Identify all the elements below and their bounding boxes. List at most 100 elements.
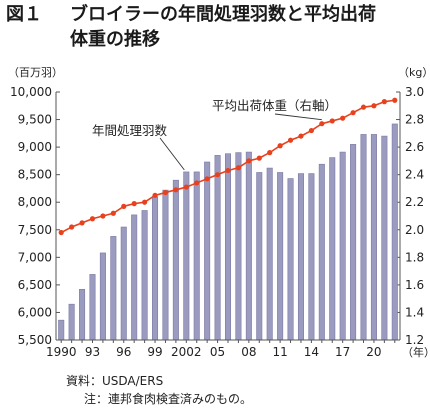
weight-point <box>142 199 148 205</box>
bar-series <box>58 123 398 341</box>
weight-point <box>235 165 242 171</box>
bar <box>110 236 117 341</box>
left-tick-label: 7,000 <box>18 250 52 264</box>
right-tick-label: 3.0 <box>405 85 424 99</box>
bar <box>266 167 273 341</box>
weight-point <box>381 99 387 105</box>
weight-point <box>319 121 325 127</box>
bar <box>120 226 127 341</box>
title-line-2: 体重の推移 <box>70 29 160 50</box>
weight-point <box>131 201 137 207</box>
left-tick-label: 8,000 <box>18 195 52 209</box>
x-tick-label: 96 <box>116 345 131 359</box>
left-tick-label: 9,500 <box>18 113 52 127</box>
annotation-line-series: 平均出荷体重（右軸） <box>212 98 337 113</box>
weight-point <box>173 187 179 193</box>
weight-point <box>89 216 96 222</box>
right-tick-label: 2.6 <box>405 140 424 154</box>
weight-point <box>69 224 75 230</box>
weight-point <box>58 229 64 236</box>
bar <box>183 171 190 341</box>
bar <box>68 303 75 341</box>
x-tick-label: 20 <box>366 345 381 359</box>
bar <box>329 157 336 341</box>
bar <box>297 173 304 341</box>
weight-point <box>79 220 85 226</box>
weight-point <box>162 189 169 196</box>
chart-title: 図１ ブロイラーの年間処理羽数と平均出荷 体重の推移 <box>6 2 426 52</box>
weight-point <box>371 103 377 109</box>
bar <box>235 152 242 341</box>
weight-point <box>214 172 221 178</box>
weight-point <box>340 115 346 121</box>
x-axis-unit: （年） <box>402 345 430 359</box>
bar <box>152 196 159 341</box>
x-tick-label: 08 <box>241 345 256 359</box>
x-tick-label: 17 <box>335 345 350 359</box>
bar <box>318 163 325 341</box>
bar <box>204 161 211 341</box>
bar <box>99 252 106 341</box>
x-tick-label: 05 <box>210 345 225 359</box>
bar <box>193 171 200 341</box>
source-note: 資料：USDA/ERS <box>66 374 164 388</box>
bar <box>350 144 357 341</box>
right-tick-label: 2.8 <box>405 113 424 127</box>
weight-point <box>392 97 398 103</box>
weight-point <box>267 150 273 156</box>
bar <box>308 173 315 341</box>
left-tick-label: 5,500 <box>18 333 52 347</box>
right-axis: 1.2 1.4 1.6 1.8 2.0 2.2 2.4 2.6 2.8 3.0 <box>396 85 424 347</box>
weight-point <box>204 176 210 182</box>
left-tick-label: 7,500 <box>18 223 52 237</box>
bar <box>141 210 148 341</box>
bar <box>381 135 388 341</box>
weight-point <box>246 158 252 164</box>
weight-point <box>183 184 189 190</box>
bar <box>89 274 96 341</box>
left-tick-label: 6,500 <box>18 278 52 292</box>
bar <box>360 134 367 341</box>
weight-point <box>256 155 262 161</box>
x-tick-label: 1990 <box>46 345 77 359</box>
right-tick-label: 2.0 <box>405 223 424 237</box>
left-tick-label: 9,000 <box>18 140 52 154</box>
right-tick-label: 2.2 <box>405 195 424 209</box>
x-tick-label: 11 <box>272 345 287 359</box>
right-tick-label: 1.2 <box>405 333 424 347</box>
line-series <box>58 97 398 236</box>
weight-point <box>350 110 356 116</box>
bar <box>79 288 86 341</box>
left-tick-label: 8,500 <box>18 168 52 182</box>
bar <box>287 178 294 341</box>
weight-point <box>308 127 314 134</box>
bar <box>277 172 284 341</box>
annotations: 年間処理羽数 平均出荷体重（右軸） <box>92 98 337 171</box>
weight-point <box>194 180 200 186</box>
right-tick-label: 1.4 <box>405 305 424 319</box>
bar <box>245 151 252 341</box>
x-tick-label: 99 <box>147 345 162 359</box>
right-tick-label: 1.8 <box>405 250 424 264</box>
bar <box>370 134 377 341</box>
weight-point <box>329 118 335 124</box>
bar <box>391 123 398 341</box>
left-tick-label: 10,000 <box>10 85 52 99</box>
weight-point <box>152 192 158 198</box>
right-tick-label: 1.6 <box>405 278 424 292</box>
weight-point <box>225 167 231 174</box>
bar <box>172 179 179 341</box>
bar <box>224 153 232 341</box>
x-tick-label: 2002 <box>171 345 202 359</box>
annotation-leader-line <box>274 113 322 121</box>
bar <box>162 189 169 341</box>
right-axis-unit: （kg） <box>398 66 430 79</box>
annotation-leader-bar <box>159 137 185 171</box>
weight-point <box>110 210 116 216</box>
figure-number: 図１ <box>6 4 42 25</box>
weight-point <box>121 203 127 209</box>
weight-point <box>360 104 367 110</box>
left-tick-label: 6,000 <box>18 305 52 319</box>
annotation-bar-series: 年間処理羽数 <box>92 123 168 138</box>
